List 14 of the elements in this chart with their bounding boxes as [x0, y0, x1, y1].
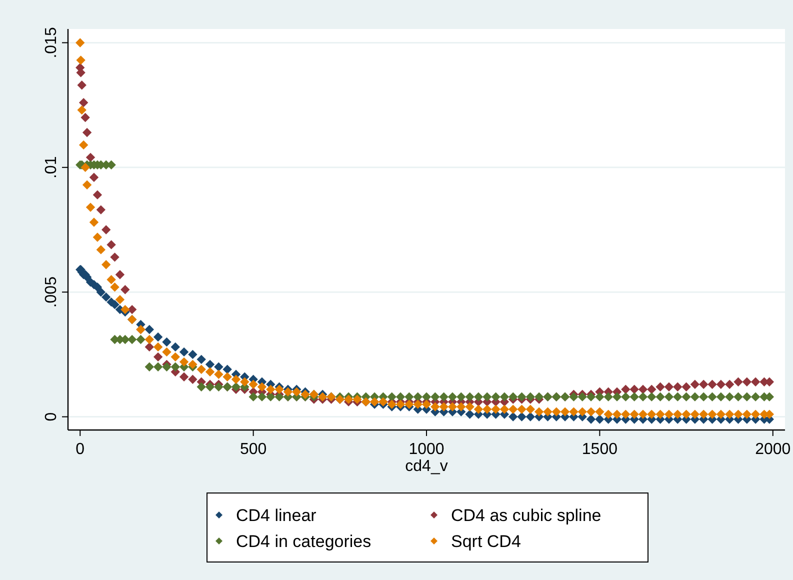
- y-tick-label: 0: [43, 412, 60, 422]
- x-tick-label: 2000: [755, 441, 791, 458]
- legend-label: CD4 linear: [236, 506, 317, 525]
- x-tick-label: 0: [76, 441, 85, 458]
- legend-label: CD4 as cubic spline: [451, 506, 602, 525]
- x-axis-title: cd4_v: [405, 458, 448, 475]
- legend-label: CD4 in categories: [236, 532, 372, 551]
- x-tick-label: 1000: [408, 441, 444, 458]
- legend-label: Sqrt CD4: [451, 532, 521, 551]
- x-tick-label: 500: [240, 441, 267, 458]
- y-tick-label: .005: [43, 276, 60, 308]
- x-tick-label: 1500: [582, 441, 618, 458]
- y-tick-label: .01: [43, 156, 60, 179]
- y-tick-label: .015: [43, 27, 60, 58]
